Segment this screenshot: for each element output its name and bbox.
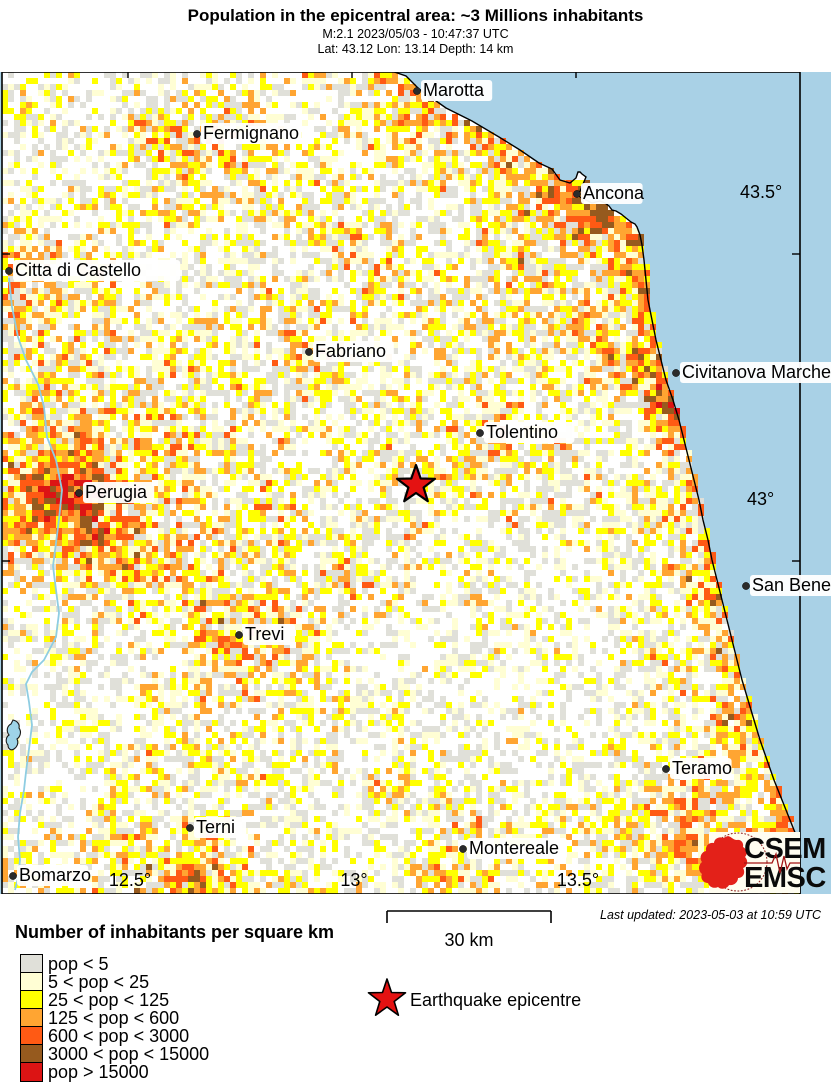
svg-text:Ancona: Ancona xyxy=(583,183,645,203)
svg-text:Citta di Castello: Citta di Castello xyxy=(15,260,141,280)
svg-text:Marotta: Marotta xyxy=(423,80,485,100)
svg-text:Bomarzo: Bomarzo xyxy=(19,865,91,885)
svg-text:Civitanova Marche: Civitanova Marche xyxy=(682,362,831,382)
svg-text:Trevi: Trevi xyxy=(245,624,284,644)
svg-text:San Benedetto: San Benedetto xyxy=(752,575,831,595)
svg-text:Fermignano: Fermignano xyxy=(203,123,299,143)
svg-text:Tolentino: Tolentino xyxy=(486,422,558,442)
svg-text:Fabriano: Fabriano xyxy=(315,341,386,361)
svg-text:EMSC: EMSC xyxy=(744,862,826,894)
svg-text:Perugia: Perugia xyxy=(85,482,148,502)
svg-text:Teramo: Teramo xyxy=(672,758,732,778)
svg-text:Montereale: Montereale xyxy=(469,838,559,858)
svg-text:Terni: Terni xyxy=(196,817,235,837)
